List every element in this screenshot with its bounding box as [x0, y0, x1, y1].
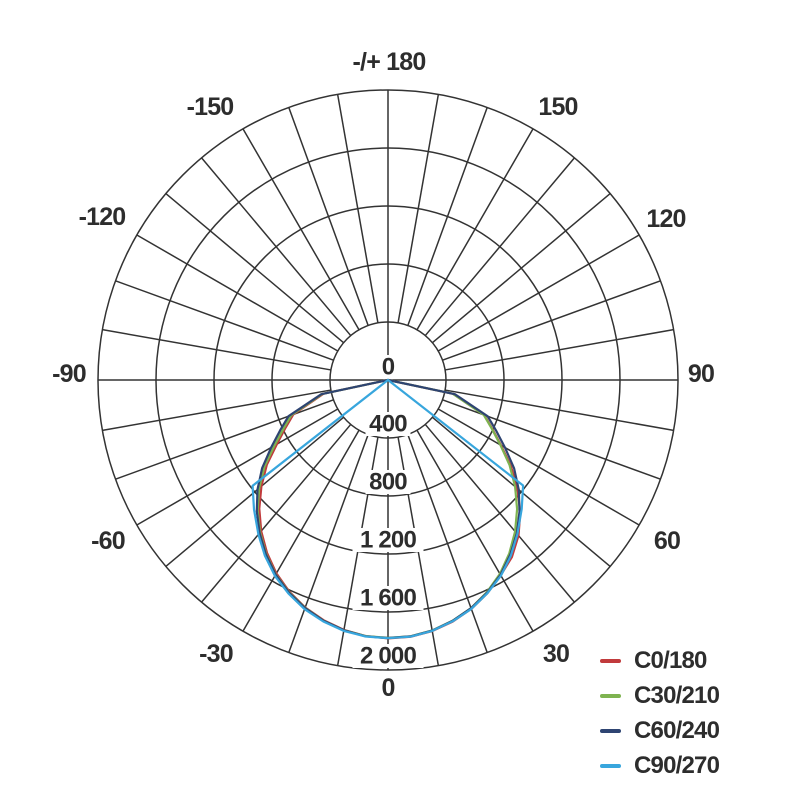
angle-label-30: 30 [543, 640, 569, 668]
legend-item-c0-180: C0/180 [600, 649, 719, 673]
grid-spoke [336, 94, 379, 324]
legend-label: C30/210 [634, 682, 720, 709]
legend-swatch-c30-210 [600, 694, 621, 698]
grid-spoke [431, 193, 611, 344]
angle-label-180: -/+ 180 [353, 48, 426, 76]
curve-c90-270 [251, 378, 525, 640]
angle-labels: 0 30 -30 60 -60 90 -90 120 -120 150 -150 -/+ 180 [52, 48, 715, 702]
angle-label-60: 60 [654, 527, 680, 555]
radial-tick-label-0: 0 [382, 354, 395, 381]
radial-tick-label-bg [352, 586, 424, 610]
grid-spoke [242, 128, 360, 331]
angle-label-0: 0 [381, 674, 394, 702]
legend-label: C90/270 [634, 752, 720, 779]
grid-spoke [407, 434, 488, 653]
radial-tick-label-bg [378, 355, 398, 379]
legend-item-c60-240: C60/240 [600, 717, 720, 744]
radial-tick-label-bg [365, 412, 411, 436]
angle-label--150: -150 [187, 93, 234, 121]
grid-spoke [437, 408, 640, 526]
grid-spoke [437, 234, 640, 352]
radial-tick-label-800: 800 [369, 469, 407, 496]
grid-spoke [416, 429, 534, 632]
grid-spoke [407, 107, 488, 326]
grid-spoke [136, 408, 339, 526]
grid-spoke [115, 280, 334, 361]
angle-label-150: 150 [538, 93, 577, 121]
grid-spoke [165, 193, 345, 344]
grid-spoke [288, 107, 369, 326]
grid-spoke [444, 389, 674, 432]
radial-tick-label-1600: 1 600 [360, 585, 417, 612]
legend-swatch-c0-180 [600, 659, 621, 663]
grid-spoke [242, 429, 360, 632]
radial-tick-label-400: 400 [369, 411, 407, 438]
angle-label--30: -30 [199, 640, 233, 668]
legend-label: C60/240 [634, 717, 720, 744]
legend-swatch-c90-270 [600, 764, 621, 768]
grid-spoke [115, 399, 334, 480]
intensity-curves [251, 378, 525, 640]
grid-spoke [444, 328, 674, 371]
legend-label: C0/180 [634, 647, 707, 674]
legend-item-c90-270: C90/270 [600, 752, 720, 779]
radial-tick-label-bg [352, 644, 424, 668]
radial-tick-label-1200: 1 200 [360, 527, 417, 554]
grid-spoke [102, 328, 332, 371]
grid-spoke [431, 416, 611, 567]
radial-tick-label-bg [365, 470, 411, 494]
grid-spoke [102, 389, 332, 432]
radial-tick-labels: 0 400 800 1 200 1 600 2 000 [352, 354, 424, 670]
radial-tick-label-bg [352, 528, 424, 552]
angle-label-90: 90 [688, 360, 714, 388]
angle-label--90: -90 [52, 360, 86, 388]
grid-spoke [165, 416, 345, 567]
grid-spoke [416, 128, 534, 331]
legend-item-c30-210: C30/210 [600, 682, 720, 709]
angle-label--60: -60 [91, 527, 125, 555]
grid-spoke [424, 423, 575, 603]
grid-spoke [288, 434, 369, 653]
grid-spoke [201, 423, 352, 603]
grid-spoke [442, 280, 661, 361]
grid-spoke [136, 234, 339, 352]
grid-spoke [442, 399, 661, 480]
radial-tick-label-2000: 2 000 [360, 643, 417, 670]
grid-spoke [201, 157, 352, 337]
angle-label--120: -120 [79, 203, 126, 231]
chart-legend: C0/180 C30/210 C60/240 C90/270 [600, 649, 720, 779]
grid-spoke [397, 94, 440, 324]
legend-swatch-c60-240 [600, 729, 621, 733]
angle-label-120: 120 [646, 205, 685, 233]
grid-spoke [424, 157, 575, 337]
